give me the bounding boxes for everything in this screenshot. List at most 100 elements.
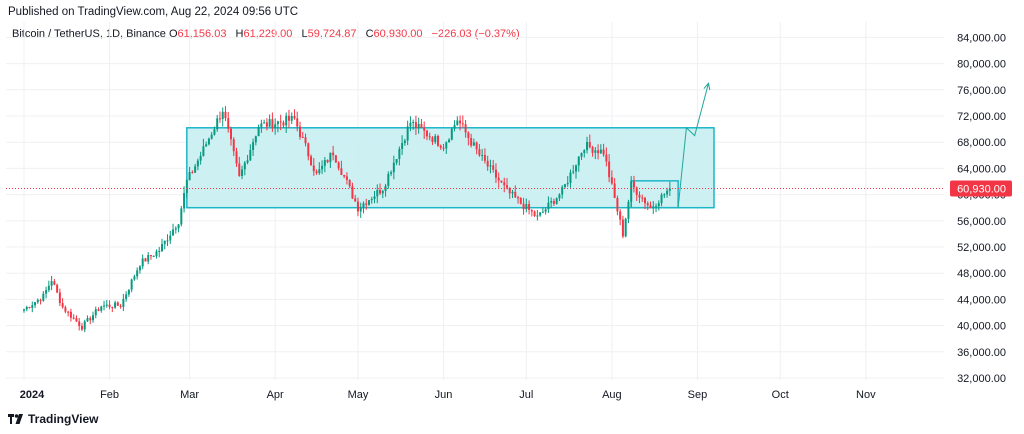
candle-body — [630, 181, 633, 202]
candle-body — [337, 162, 340, 169]
candle-body — [387, 173, 390, 186]
candle-body — [368, 200, 370, 205]
candle-body — [64, 307, 67, 312]
candle-body — [663, 194, 666, 196]
candle-body — [470, 138, 473, 146]
candle-body — [293, 115, 296, 119]
candle-body — [191, 172, 194, 174]
candle-body — [174, 228, 177, 230]
candle-body — [563, 184, 566, 188]
candle-body — [613, 183, 616, 198]
candle-body — [550, 201, 553, 203]
candle-body — [224, 111, 227, 119]
candle-body — [483, 155, 486, 161]
candle-body — [354, 198, 357, 202]
projection-arrow — [677, 82, 711, 208]
candle-body — [608, 161, 611, 178]
candle-body — [141, 258, 144, 267]
candle-body — [627, 201, 630, 219]
candle-body — [586, 141, 589, 151]
candle-body — [638, 194, 641, 198]
candle-body — [425, 130, 428, 137]
candle-body — [69, 311, 72, 318]
candle-body — [641, 197, 644, 199]
candle-body — [301, 136, 304, 138]
candle-body — [235, 151, 238, 164]
price-tick-label: 76,000.00 — [957, 85, 1006, 97]
price-tick-label: 44,000.00 — [957, 294, 1006, 306]
candle-body — [83, 321, 86, 330]
candle-body — [53, 281, 56, 285]
candle-body — [379, 189, 382, 194]
candle-body — [36, 299, 39, 303]
candle-body — [202, 146, 205, 156]
candle-body — [577, 156, 580, 166]
candle-body — [583, 150, 586, 153]
published-note: Published on TradingView.com, Aug 22, 20… — [8, 6, 299, 18]
time-tick-label: Apr — [267, 389, 284, 401]
candle-body — [169, 235, 172, 241]
candle-body — [207, 138, 210, 145]
candle-body — [666, 190, 669, 195]
candle-body — [475, 142, 478, 150]
candle-body — [287, 115, 290, 121]
candle-body — [130, 279, 133, 290]
candle-body — [50, 281, 53, 286]
candle-body — [456, 120, 459, 126]
candle-body — [533, 211, 536, 217]
candle-body — [103, 305, 106, 307]
candle-body — [299, 126, 301, 137]
candle-body — [497, 177, 500, 181]
candle-body — [138, 266, 141, 271]
price-tick-label: 40,000.00 — [957, 321, 1006, 333]
candle-body — [116, 302, 119, 306]
price-tick-label: 32,000.00 — [957, 373, 1006, 385]
candle-body — [528, 204, 531, 210]
candle-body — [558, 194, 561, 199]
range-annotations — [186, 127, 715, 209]
candle-body — [541, 211, 544, 213]
candle-body — [340, 168, 343, 175]
candle-body — [97, 309, 100, 311]
candle-body — [92, 315, 94, 321]
time-axis: 2024 Feb Mar Apr May Jun Jul Aug Sep Oct Nov — [20, 389, 876, 401]
arrow-head-icon — [703, 82, 711, 91]
candle-body — [381, 190, 384, 194]
price-tick-label: 72,000.00 — [957, 111, 1006, 123]
candle-body — [147, 254, 150, 262]
candle-body — [597, 150, 600, 154]
candle-body — [119, 305, 122, 307]
close-label: C — [365, 28, 374, 40]
candle-body — [621, 219, 624, 237]
candle-body — [318, 169, 321, 174]
candle-body — [163, 240, 166, 245]
candle-body — [552, 201, 555, 204]
candle-body — [373, 196, 376, 200]
footer[interactable]: TradingView — [8, 412, 98, 426]
footer-brand: TradingView — [28, 412, 99, 426]
candle-body — [260, 123, 263, 127]
candle-body — [332, 152, 335, 156]
candle-body — [492, 165, 495, 170]
candle-body — [158, 251, 161, 253]
candle-body — [431, 137, 434, 143]
candle-body — [72, 317, 75, 319]
candle-body — [56, 284, 59, 293]
candle-body — [530, 209, 533, 212]
candle-body — [345, 176, 348, 181]
candle-body — [111, 307, 114, 309]
candle-body — [572, 171, 575, 173]
candle-body — [254, 136, 257, 143]
range-box-main — [186, 127, 715, 209]
last-price-label: 60,930.00 — [957, 184, 1006, 196]
candle-body — [594, 150, 597, 153]
candle-body — [221, 111, 224, 120]
candle-body — [610, 177, 613, 184]
candle-body — [268, 119, 271, 127]
candle-body — [464, 124, 467, 133]
candle-body — [183, 193, 186, 209]
candle-body — [437, 135, 439, 146]
candle-body — [75, 318, 78, 322]
candle-body — [304, 137, 307, 144]
